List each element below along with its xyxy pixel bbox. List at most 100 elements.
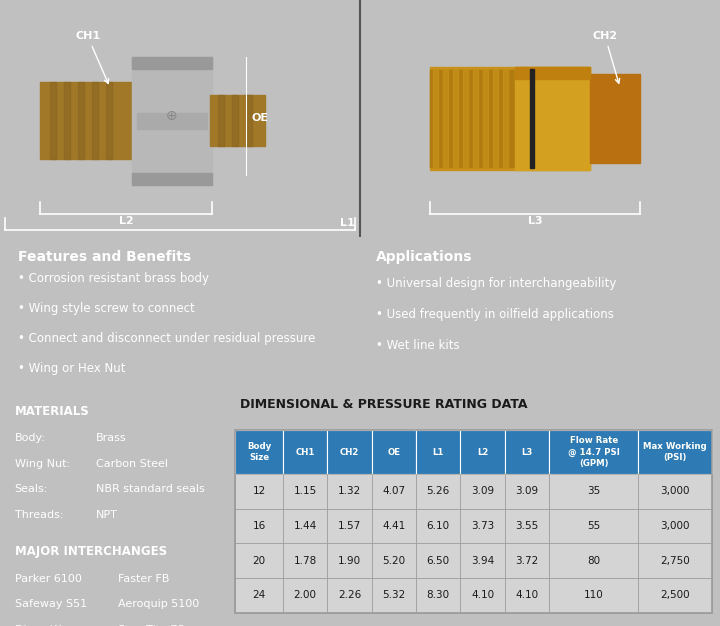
Bar	[505, 578, 549, 613]
Text: ⊕: ⊕	[166, 109, 178, 123]
Text: 5.32: 5.32	[382, 590, 405, 600]
Bar	[460, 543, 505, 578]
Text: NPT: NPT	[96, 510, 117, 520]
Text: Wing Nut:: Wing Nut:	[14, 458, 70, 468]
Bar	[235, 543, 283, 578]
Bar	[460, 578, 505, 613]
Bar	[430, 70, 515, 167]
Text: 4.07: 4.07	[382, 486, 405, 496]
Text: • Used frequently in oilfield applications: • Used frequently in oilfield applicatio…	[377, 308, 614, 321]
Bar	[530, 69, 534, 168]
Bar	[639, 578, 711, 613]
Bar	[235, 431, 283, 474]
Text: 24: 24	[253, 590, 266, 600]
Bar	[590, 74, 640, 163]
Bar	[283, 578, 328, 613]
Text: L2: L2	[477, 448, 488, 456]
Text: 2,500: 2,500	[660, 590, 690, 600]
Bar	[132, 56, 212, 185]
Bar	[549, 431, 639, 474]
Text: 3.09: 3.09	[516, 486, 539, 496]
Bar	[210, 95, 265, 146]
Bar	[493, 70, 498, 167]
Text: 1.44: 1.44	[294, 521, 317, 531]
Text: 4.10: 4.10	[516, 590, 539, 600]
Text: Threads:: Threads:	[14, 510, 63, 520]
Text: 5.20: 5.20	[382, 556, 405, 566]
Text: 110: 110	[584, 590, 603, 600]
Text: Brass: Brass	[96, 433, 127, 443]
Text: 16: 16	[253, 521, 266, 531]
Text: L3: L3	[528, 216, 542, 226]
Text: Body:: Body:	[14, 433, 45, 443]
Text: • Wing style screw to connect: • Wing style screw to connect	[18, 302, 194, 316]
Bar	[50, 82, 56, 160]
Text: 12: 12	[253, 486, 266, 496]
Text: • Universal design for interchangeability: • Universal design for interchangeabilit…	[377, 277, 617, 290]
Text: L1: L1	[433, 448, 444, 456]
Text: Parker 6100: Parker 6100	[14, 573, 81, 583]
Text: CH2: CH2	[593, 31, 620, 83]
Text: Flow Rate
@ 14.7 PSI
(GPM): Flow Rate @ 14.7 PSI (GPM)	[568, 436, 620, 468]
Bar	[372, 543, 416, 578]
Bar	[64, 82, 70, 160]
Text: DIMENSIONAL & PRESSURE RATING DATA: DIMENSIONAL & PRESSURE RATING DATA	[240, 398, 528, 411]
Bar	[549, 578, 639, 613]
Bar	[639, 543, 711, 578]
Text: 80: 80	[588, 556, 600, 566]
Text: 3.55: 3.55	[516, 521, 539, 531]
Bar	[505, 474, 549, 508]
Text: CH2: CH2	[340, 448, 359, 456]
Bar	[443, 70, 448, 167]
Bar	[78, 82, 84, 160]
Text: Max Working
(PSI): Max Working (PSI)	[643, 442, 707, 462]
Text: OE: OE	[387, 448, 400, 456]
Bar	[283, 474, 328, 508]
Text: Safeway S51: Safeway S51	[14, 599, 86, 609]
Bar	[132, 173, 212, 185]
Bar	[453, 70, 458, 167]
Text: 3,000: 3,000	[660, 521, 690, 531]
Bar	[416, 474, 460, 508]
Bar	[137, 113, 207, 128]
Bar	[232, 95, 238, 146]
Bar	[503, 70, 508, 167]
Text: 3.72: 3.72	[516, 556, 539, 566]
Text: NBR standard seals: NBR standard seals	[96, 485, 204, 495]
Text: 35: 35	[588, 486, 600, 496]
Text: 5.26: 5.26	[426, 486, 450, 496]
Text: Applications: Applications	[377, 250, 473, 264]
Bar	[283, 508, 328, 543]
Text: 2,750: 2,750	[660, 556, 690, 566]
Text: 1.90: 1.90	[338, 556, 361, 566]
Bar	[283, 543, 328, 578]
Text: L3: L3	[521, 448, 533, 456]
Bar	[416, 431, 460, 474]
Bar	[416, 543, 460, 578]
Bar	[372, 474, 416, 508]
Bar	[460, 474, 505, 508]
Text: 1.15: 1.15	[294, 486, 317, 496]
Bar	[372, 508, 416, 543]
Bar	[328, 543, 372, 578]
Text: OE: OE	[252, 113, 269, 123]
Text: 55: 55	[588, 521, 600, 531]
Bar	[416, 578, 460, 613]
Bar	[515, 67, 590, 80]
Bar	[549, 543, 639, 578]
Bar	[235, 578, 283, 613]
Bar	[372, 578, 416, 613]
Bar	[328, 474, 372, 508]
Text: MAJOR INTERCHANGES: MAJOR INTERCHANGES	[14, 545, 167, 558]
Text: • Wet line kits: • Wet line kits	[377, 339, 460, 352]
Bar	[235, 474, 283, 508]
Bar	[416, 508, 460, 543]
Text: L2: L2	[119, 216, 133, 226]
Text: 8.30: 8.30	[427, 590, 450, 600]
Bar	[505, 431, 549, 474]
Text: 1.57: 1.57	[338, 521, 361, 531]
Bar	[235, 431, 711, 613]
Text: • Wing or Hex Nut: • Wing or Hex Nut	[18, 362, 125, 375]
Text: 2.00: 2.00	[294, 590, 317, 600]
Bar	[639, 474, 711, 508]
